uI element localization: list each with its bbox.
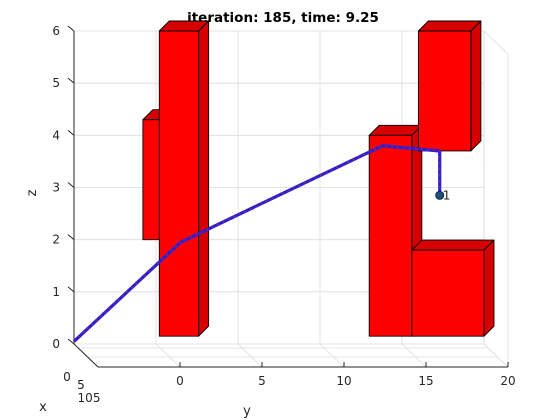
z-tick-label: 3 [52,181,60,195]
path-end-marker [435,190,445,200]
obstacle-box [158,20,210,337]
obstacles [142,20,495,337]
obstacle-top [411,239,495,251]
x-tick-label: 105 [78,391,101,405]
z-tick-mark [67,25,75,32]
obstacle-top [417,20,482,32]
z-tick-label: 2 [52,233,60,247]
grid-line-edge [483,343,509,368]
x-axis-line [73,343,99,368]
path-line-core [73,145,441,342]
x-tick-label: 5 [77,378,85,392]
axes [67,25,509,368]
path-end-label: 1 [443,188,451,202]
z-tick-label: 5 [52,76,60,90]
obstacle-side [483,239,495,337]
y-axis-label: y [243,404,251,419]
obstacle-side [470,20,482,152]
y-tick-labels: 0 5 10 15 20 [176,374,515,388]
obstacle-front [411,249,485,337]
obstacle-box [417,20,482,152]
y-tick-label: 5 [258,374,266,388]
obstacle-side [198,20,210,337]
z-tick-label: 0 [52,337,60,351]
z-tick-mark [67,234,75,241]
obstacle-front [142,119,162,241]
chart-title: iteration: 185, time: 9.25 [187,10,379,26]
z-tick-mark [67,338,75,345]
z-tick-label: 4 [52,128,60,142]
grid-line-floor [319,343,345,368]
x-tick-label: 0 [63,370,71,384]
z-tick-mark [67,286,75,293]
z-tick-labels: 0 1 2 3 4 5 6 [52,24,60,351]
y-tick-label: 0 [176,374,184,388]
path-series: 1 [72,144,451,343]
grid-line-floor [401,343,427,368]
z-axis-label: z [25,189,40,196]
obstacle-front [158,30,200,337]
z-tick-label: 1 [52,285,60,299]
x-axis-label: x [39,400,47,415]
grid-line-floor [155,343,181,368]
y-tick-label: 20 [500,374,515,388]
grid-line-edge [483,30,509,55]
y-tick-label: 10 [336,374,351,388]
obstacle-front [368,134,413,337]
z-tick-mark [67,77,75,84]
y-tick-label: 15 [418,374,433,388]
z-tick-mark [67,182,75,188]
obstacle-front [417,30,472,152]
obstacle-box [411,239,495,337]
grid-line-floor [237,343,263,368]
z-tick-mark [67,129,75,136]
z-tick-label: 6 [52,24,60,38]
